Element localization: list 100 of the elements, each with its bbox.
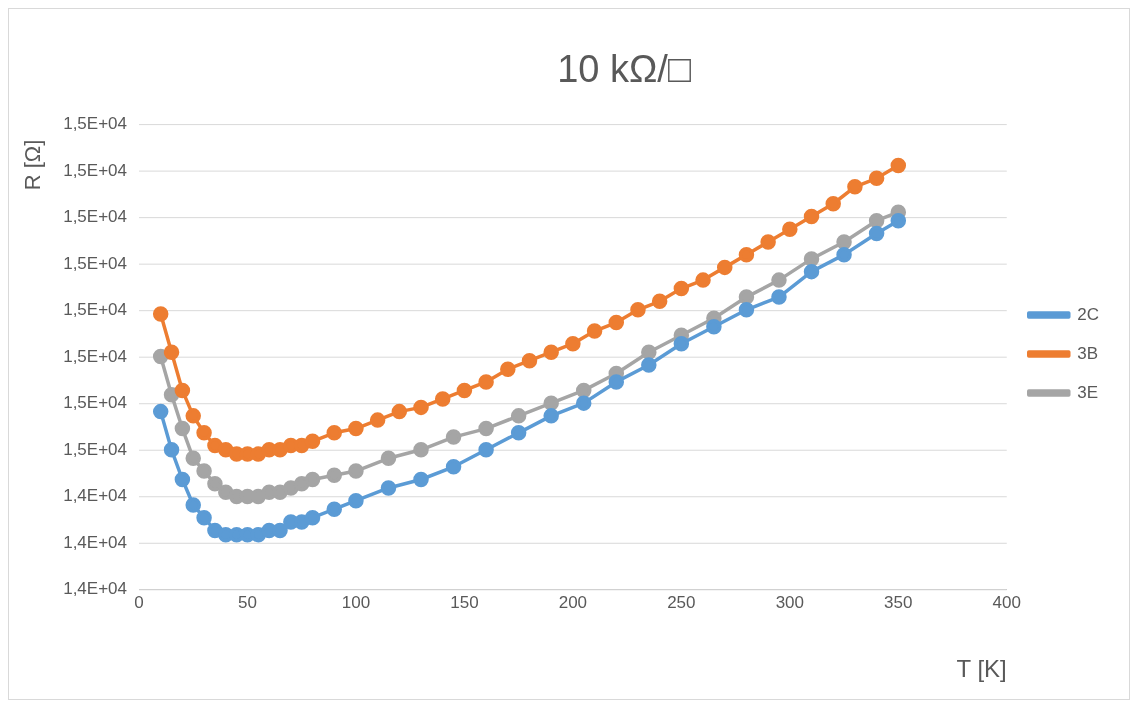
point: [500, 361, 516, 377]
point: [152, 306, 169, 322]
point: [641, 344, 657, 360]
point: [185, 450, 201, 467]
point: [413, 471, 429, 488]
point: [391, 403, 408, 420]
point: [543, 344, 559, 360]
x-tick-label: 300: [775, 592, 805, 612]
x-tick-label: 0: [134, 592, 144, 612]
point: [456, 382, 473, 399]
point: [738, 246, 755, 263]
point: [836, 234, 852, 250]
point: [413, 399, 429, 416]
point: [478, 374, 494, 390]
point: [272, 522, 288, 539]
point: [348, 492, 364, 509]
point: [196, 509, 212, 526]
point: [163, 386, 180, 403]
point: [543, 395, 559, 411]
x-tick-label: 200: [558, 592, 588, 612]
text: 1,5E+04: [63, 207, 127, 227]
text: 1,5E+04: [63, 114, 127, 134]
legend-label: 2C: [1077, 304, 1099, 324]
legend-label: 3E: [1077, 382, 1099, 402]
point: [673, 336, 690, 352]
point: [738, 289, 755, 305]
point: [185, 497, 201, 513]
x-tick-label: 350: [884, 592, 913, 612]
point: [641, 357, 657, 373]
point: [565, 336, 581, 352]
point: [196, 463, 212, 479]
point: [543, 408, 559, 424]
point: [510, 408, 527, 424]
point: [380, 480, 397, 496]
point: [304, 471, 321, 488]
point: [771, 272, 787, 288]
text: 1,5E+04: [63, 393, 127, 413]
point: [575, 395, 592, 411]
x-axis-title: T [K]: [956, 655, 1007, 683]
point: [326, 467, 342, 484]
legend-label: 3B: [1077, 343, 1099, 363]
point: [608, 314, 625, 331]
point: [868, 170, 885, 187]
point: [803, 263, 820, 280]
text: 1,4E+04: [63, 532, 127, 552]
point: [825, 196, 841, 212]
point: [868, 212, 885, 229]
point: [152, 403, 169, 420]
x-tick-label: 250: [667, 592, 696, 612]
point: [586, 323, 603, 339]
point: [706, 319, 722, 335]
point: [196, 425, 212, 441]
text: 1,5E+04: [63, 346, 127, 366]
point: [782, 221, 798, 237]
point: [185, 408, 201, 424]
text: 1,5E+04: [63, 439, 127, 459]
point: [163, 442, 180, 458]
point: [651, 293, 668, 310]
point: [348, 420, 364, 437]
point: [771, 289, 787, 305]
x-tick-label: 100: [341, 592, 371, 612]
text: 1,5E+04: [63, 160, 127, 180]
point: [478, 442, 494, 458]
point: [803, 251, 820, 267]
point: [348, 463, 364, 479]
point: [326, 501, 342, 517]
text: 1,4E+04: [63, 579, 127, 599]
point: [695, 272, 711, 288]
point: [174, 471, 191, 488]
point: [434, 391, 451, 407]
point: [608, 374, 625, 390]
x-tick-label: 400: [992, 592, 1021, 612]
point: [716, 259, 733, 276]
point: [510, 425, 527, 441]
point: [890, 157, 907, 174]
point: [890, 212, 907, 229]
point: [445, 429, 462, 445]
text: 1,4E+04: [63, 486, 127, 506]
point: [369, 412, 386, 428]
point: [174, 382, 191, 399]
point: [847, 179, 863, 195]
point: [304, 433, 321, 450]
point: [630, 302, 646, 318]
point: [174, 420, 191, 437]
point: [326, 425, 342, 441]
point: [521, 352, 538, 369]
point: [304, 509, 321, 526]
point: [445, 459, 462, 475]
point: [868, 225, 885, 242]
point: [673, 280, 690, 297]
x-tick-label: 50: [238, 592, 257, 612]
point: [575, 382, 592, 399]
point: [478, 420, 494, 437]
point: [380, 450, 397, 467]
x-tick-label: 150: [450, 592, 479, 612]
y-axis-title: R [Ω]: [20, 139, 46, 191]
point: [760, 234, 776, 250]
point: [413, 442, 429, 458]
point: [836, 246, 852, 263]
chart-title: 10 kΩ/□: [557, 48, 691, 91]
